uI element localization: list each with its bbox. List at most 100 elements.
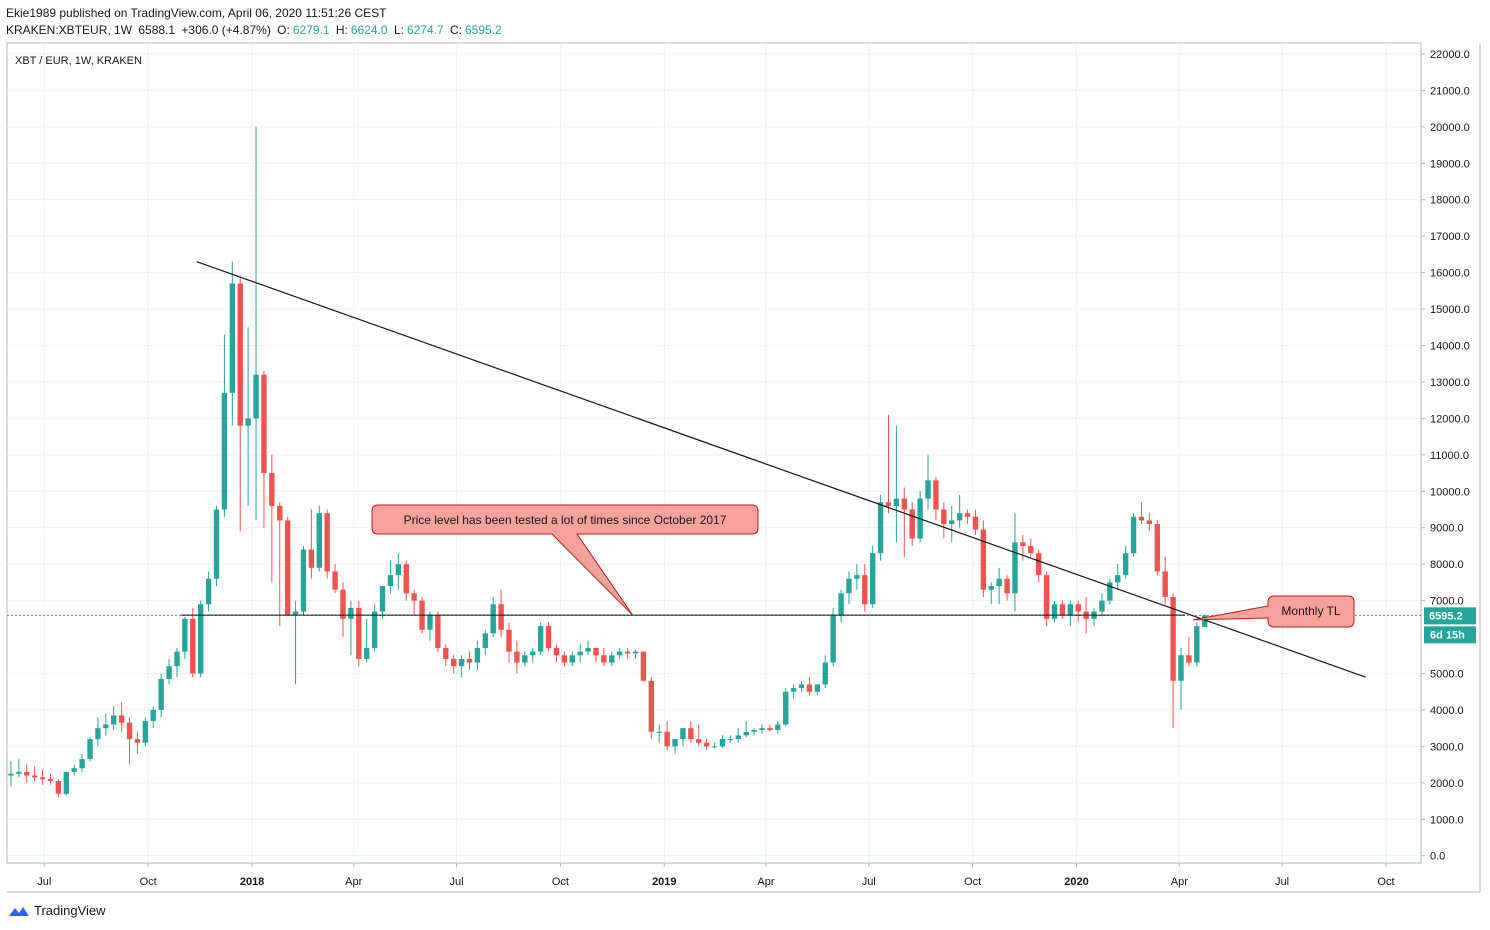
candle-body <box>617 651 623 656</box>
candle-body <box>537 626 544 652</box>
candle-body <box>190 618 196 674</box>
candle-body <box>514 651 520 663</box>
candle-body <box>482 633 488 648</box>
y-tick-label: 5000.0 <box>1430 668 1464 680</box>
x-tick-label: Apr <box>757 876 774 888</box>
candle-body <box>909 509 915 539</box>
x-tick-label: Jul <box>1275 876 1289 888</box>
candle-body <box>601 655 607 663</box>
candle-body <box>743 731 749 736</box>
candle-body <box>1107 582 1113 601</box>
candle-body <box>39 777 46 780</box>
footer: TradingView <box>8 903 106 918</box>
low-value: 6274.7 <box>406 23 444 37</box>
candle-body <box>1115 575 1121 583</box>
candle-body <box>885 502 892 506</box>
candle-body <box>71 768 77 772</box>
y-tick-label: 17000.0 <box>1430 231 1470 243</box>
candle-body <box>395 564 402 576</box>
candle-body <box>696 739 702 743</box>
candle-body <box>24 771 30 776</box>
callout-price-level-text: Price level has been tested a lot of tim… <box>404 513 727 527</box>
candle-body <box>759 728 765 730</box>
candle-body <box>379 586 386 612</box>
symbol-name: KRAKEN:XBTEUR, 1W <box>6 23 133 37</box>
candle-body <box>964 513 971 517</box>
candle-body <box>522 655 528 663</box>
y-tick-label: 4000.0 <box>1430 705 1464 717</box>
candle-body <box>996 578 1002 587</box>
candle-body <box>956 513 963 521</box>
callout-monthly-tl-text: Monthly TL <box>1281 604 1340 618</box>
x-tick-label: Apr <box>1171 876 1188 888</box>
candle-body <box>719 739 726 747</box>
plot-frame <box>6 42 1422 864</box>
x-tick-label: Apr <box>345 876 362 888</box>
price-badge-text: 6595.2 <box>1429 610 1463 622</box>
x-tick-label: Jul <box>862 876 876 888</box>
candle-body <box>806 684 813 692</box>
chart-area[interactable]: 22000.0 21000.0 20000.0 19000.0 18000.0 17000… <box>0 0 1490 905</box>
close-value: 6595.2 <box>465 23 502 37</box>
candle-body <box>1186 655 1192 663</box>
candle-body <box>735 735 741 740</box>
chart-title: XBT / EUR, 1W, KRAKEN <box>15 55 142 67</box>
candle-body <box>988 586 994 590</box>
candle-body <box>1059 604 1066 616</box>
candle-body <box>1146 520 1153 525</box>
candle-body <box>292 611 299 616</box>
x-tick-label: Oct <box>140 876 157 888</box>
candle-body <box>1202 615 1208 627</box>
candle-body <box>466 658 473 663</box>
close-label: C: <box>450 23 462 37</box>
y-tick-label: 8000.0 <box>1430 559 1464 571</box>
candle-body <box>798 684 805 689</box>
candle-body <box>284 520 291 616</box>
y-tick-label: 16000.0 <box>1430 268 1470 280</box>
y-tick-label: 21000.0 <box>1430 85 1470 97</box>
y-tick-label: 13000.0 <box>1430 377 1470 389</box>
candle-body <box>498 604 504 630</box>
candle-body <box>8 773 14 776</box>
candle-body <box>688 728 694 740</box>
candle-body <box>838 593 844 616</box>
open-label: O: <box>277 23 290 37</box>
low-label: L: <box>393 23 404 37</box>
candle-body <box>751 729 757 732</box>
candle-body <box>31 775 38 778</box>
candle-body <box>925 480 931 499</box>
candle-body <box>47 779 54 781</box>
candle-body <box>237 283 243 426</box>
candle-body <box>1138 516 1145 521</box>
time-badge <box>1424 626 1476 644</box>
candle-body <box>79 759 85 769</box>
candle-body <box>182 618 188 652</box>
candle-body <box>545 626 552 648</box>
candle-body <box>1178 655 1184 681</box>
candle-body <box>1020 542 1026 546</box>
y-tick-label: 1000.0 <box>1430 814 1464 826</box>
candle-body <box>632 651 639 654</box>
candle-body <box>435 615 441 648</box>
candle-body <box>174 651 180 667</box>
candle-body <box>506 629 512 652</box>
candle-body <box>862 575 868 605</box>
candle-body <box>648 680 655 732</box>
candle-body <box>933 480 939 510</box>
y-tick-label: 22000.0 <box>1430 49 1470 61</box>
high-value: 6624.0 <box>350 23 388 37</box>
candle-body <box>530 651 536 656</box>
candle-body <box>783 691 789 725</box>
y-tick-label: 12000.0 <box>1430 413 1470 425</box>
price-chart[interactable]: 22000.0 21000.0 20000.0 19000.0 18000.0 17000… <box>0 0 1490 900</box>
candle-body <box>1012 542 1018 594</box>
candle-body <box>205 578 212 605</box>
high-label: H: <box>335 23 348 37</box>
candle-body <box>585 647 591 652</box>
candle-body <box>1051 604 1058 619</box>
candle-body <box>593 647 599 656</box>
candle-body <box>1170 596 1176 681</box>
candle-body <box>877 502 884 554</box>
last-price: 6588.1 <box>138 23 176 37</box>
candle-body <box>134 739 141 743</box>
